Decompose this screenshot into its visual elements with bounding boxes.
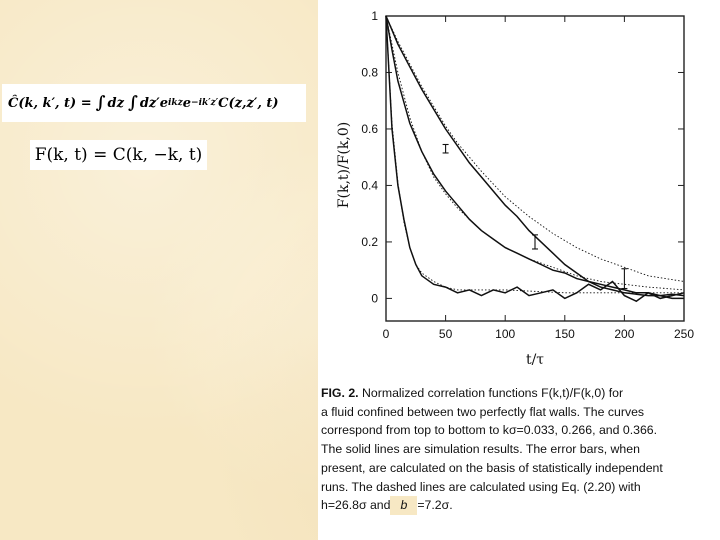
chart-series [385,15,685,303]
y-tick-label: 0.4 [361,178,378,192]
series-line-2 [385,15,684,300]
eq1-dz: dz [107,95,124,111]
eq1-dzp: dz′e [139,95,168,111]
eq1-e2: e [182,95,192,111]
x-tick-label: 150 [555,327,575,341]
caption-line-4: The solid lines are simulation results. … [321,442,640,457]
chart-error-bars [442,143,628,290]
eq1-integral-2: ∫ [127,93,138,113]
equation-correlation-definition: F(k, t) = C(k, −k, t) [30,140,207,170]
x-tick-label: 250 [674,327,694,341]
x-tick-label: 0 [383,327,390,341]
eq1-integral-1: ∫ [95,93,106,113]
caption-line-2: a fluid confined between two perfectly f… [321,404,645,419]
y-tick-label: 0.8 [361,65,378,79]
series-line-3 [385,15,685,303]
x-axis-label: t/τ [526,352,544,368]
figure-caption: FIG. 2. Normalized correlation functions… [321,384,683,515]
y-axis-label: F(k,t)/F(k,0) [336,122,352,208]
caption-line-1: FIG. 2. Normalized correlation functions… [321,384,683,403]
caption-line-7-start: h=26.8σ and [321,498,391,513]
y-tick-label: 0 [371,291,378,305]
caption-line-5: present, are calculated on the basis of … [321,460,663,475]
eq1-lhs: Ĉ(k, k′, t) = [8,95,92,111]
caption-line-6: runs. The dashed lines are calculated us… [321,479,641,494]
equation-fourier-transform: Ĉ(k, k′, t) = ∫ dz ∫ dz′e ikz e −ik′z′ C(z,z… [2,84,306,122]
eq2-text: F(k, t) = C(k, −k, t) [34,145,203,165]
eq1-tail: C(z,z′, t) [218,95,279,111]
caption-line-1-text: Normalized correlation functions F(k,t)/… [362,386,624,400]
caption-line-7: h=26.8σ and b =7.2σ. [321,496,683,515]
y-tick-label: 0.6 [361,122,378,136]
caption-line-7-end: =7.2σ. [417,498,453,513]
series-line-6 [385,15,684,294]
chart-ticks: 0 50 100 150 200 250 0 0.2 0.4 0.6 0.8 1 [361,9,694,341]
caption-fig-label: FIG. 2. [321,386,359,400]
x-tick-label: 200 [614,327,634,341]
chart-frame [385,15,685,322]
x-tick-label: 50 [439,327,453,341]
eq1-exp1: ikz [168,98,183,108]
x-tick-label: 100 [495,327,515,341]
plot-frame [385,15,685,322]
series-line-4 [385,15,685,282]
eq1-exp2: −ik′z′ [191,98,219,108]
caption-b-symbol: b [390,496,418,515]
figure-panel: 0 50 100 150 200 250 0 0.2 0.4 0.6 0.8 1 t/τ F(k,t)… [318,0,720,540]
caption-line-3: correspond from top to bottom to kσ=0.03… [321,423,658,438]
y-tick-label: 1 [371,9,378,23]
series-line-1 [385,15,685,297]
y-tick-label: 0.2 [361,235,378,249]
correlation-chart: 0 50 100 150 200 250 0 0.2 0.4 0.6 0.8 1 t/τ F(k,t)… [336,9,694,368]
